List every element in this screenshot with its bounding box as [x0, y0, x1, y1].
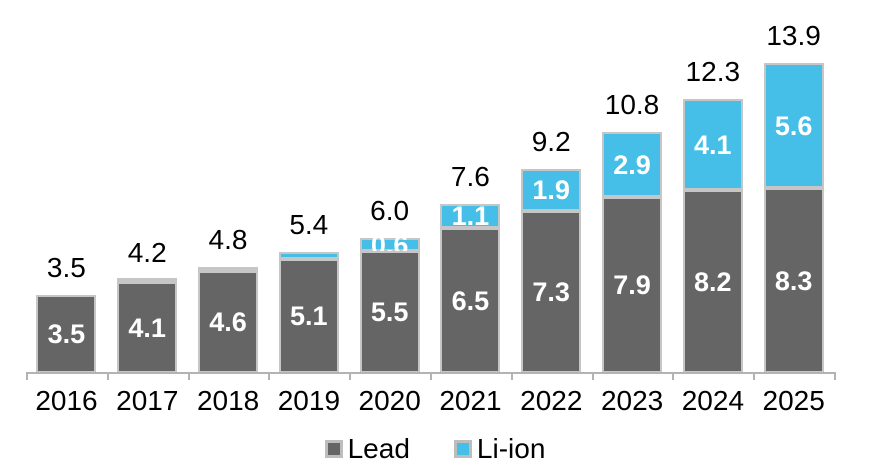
x-axis-label-2022: 2022 [520, 385, 583, 416]
bar-group-2017: 4.1 [117, 278, 178, 373]
total-label-2022: 9.2 [531, 126, 571, 157]
x-axis-tick [510, 372, 513, 380]
liion-segment [278, 252, 339, 259]
x-axis-tick [187, 372, 190, 380]
bar-group-2016: 3.5 [36, 295, 97, 373]
lead-swatch-icon [324, 440, 343, 458]
lead-segment: 4.1 [117, 282, 178, 373]
total-label-2016: 3.5 [46, 252, 86, 283]
legend-label-liion: Li-ion [476, 433, 546, 464]
legend-item-liion: Li-ion [453, 433, 546, 464]
lead-segment: 8.3 [763, 188, 824, 373]
x-axis-label-2023: 2023 [600, 385, 664, 416]
bar-group-2019: 5.1 [278, 252, 339, 373]
lead-segment: 3.5 [36, 295, 97, 373]
x-axis-tick [26, 372, 28, 380]
x-axis-tick [591, 372, 594, 380]
x-axis-label-2021: 2021 [439, 385, 502, 416]
total-label-2021: 7.6 [450, 161, 490, 192]
total-label-2020: 6.0 [370, 195, 410, 226]
liion-value-label: 2.9 [613, 149, 651, 180]
legend-item-lead: Lead [324, 433, 410, 464]
liion-swatch-icon [453, 440, 472, 458]
x-axis-label-2017: 2017 [116, 385, 179, 416]
x-axis-label-2018: 2018 [196, 385, 260, 416]
total-label-2023: 10.8 [604, 89, 660, 120]
lead-segment: 5.5 [359, 251, 420, 373]
legend-label-lead: Lead [347, 433, 410, 464]
liion-value-label: 1.9 [532, 175, 570, 205]
x-axis-tick [753, 372, 756, 380]
x-axis-label-2025: 2025 [762, 385, 825, 416]
x-axis-tick [834, 372, 836, 380]
lead-segment: 8.2 [682, 190, 743, 373]
x-axis-label-2020: 2020 [358, 385, 421, 416]
total-label-2018: 4.8 [208, 224, 248, 255]
lead-value-label: 8.2 [694, 266, 732, 297]
total-label-2017: 4.2 [127, 237, 167, 268]
liion-segment: 5.6 [763, 63, 824, 188]
x-axis-tick [349, 372, 352, 380]
total-label-2019: 5.4 [289, 209, 329, 240]
liion-segment: 2.9 [602, 132, 662, 197]
liion-segment: 1.9 [521, 169, 582, 211]
liion-segment [117, 278, 178, 282]
x-axis-tick [430, 372, 432, 380]
bar-group-2023: 7.9 2.9 [602, 132, 662, 373]
lead-value-label: 3.5 [47, 319, 86, 349]
bar-group-2021: 6.5 1.1 [440, 201, 501, 373]
lead-value-label: 6.5 [451, 285, 490, 316]
bar-group-2025: 8.3 5.6 [763, 63, 824, 373]
lead-value-label: 4.1 [128, 312, 166, 343]
lead-value-label: 5.1 [290, 301, 328, 331]
liion-value-label: 4.1 [694, 129, 732, 160]
bar-group-2018: 4.6 [198, 267, 258, 373]
lead-value-label: 7.9 [613, 270, 651, 300]
bar-group-2024: 8.2 4.1 [682, 99, 743, 373]
lead-value-label: 4.6 [209, 307, 247, 337]
x-axis-tick [672, 372, 675, 380]
total-label-2024: 12.3 [685, 56, 741, 87]
x-axis-label-2024: 2024 [681, 385, 745, 416]
liion-value-label: 1.1 [451, 201, 490, 231]
liion-segment: 4.1 [682, 99, 743, 190]
liion-segment [198, 267, 258, 271]
liion-segment: 0.6 [359, 230, 420, 260]
bar-group-2022: 7.3 1.9 [521, 169, 582, 373]
lead-segment: 6.5 [440, 228, 501, 373]
lead-segment: 7.3 [521, 211, 582, 373]
x-axis-tick [106, 372, 109, 380]
liion-value-label: 5.6 [774, 110, 813, 141]
lead-segment: 4.6 [198, 271, 258, 373]
lead-value-label: 5.5 [370, 297, 409, 327]
x-axis-tick [268, 372, 271, 380]
lead-value-label: 7.3 [532, 277, 570, 307]
lead-segment: 5.1 [278, 259, 339, 373]
liion-segment: 1.1 [440, 201, 501, 231]
legend: Lead Li-ion [0, 434, 870, 464]
total-label-2025: 13.9 [766, 20, 821, 51]
x-axis-label-2019: 2019 [277, 385, 341, 416]
bar-group-2020: 5.5 0.6 [359, 230, 420, 373]
lead-segment: 7.9 [602, 197, 662, 373]
lead-value-label: 8.3 [774, 265, 813, 296]
x-axis-label-2016: 2016 [35, 385, 98, 416]
x-axis-line [26, 372, 834, 374]
